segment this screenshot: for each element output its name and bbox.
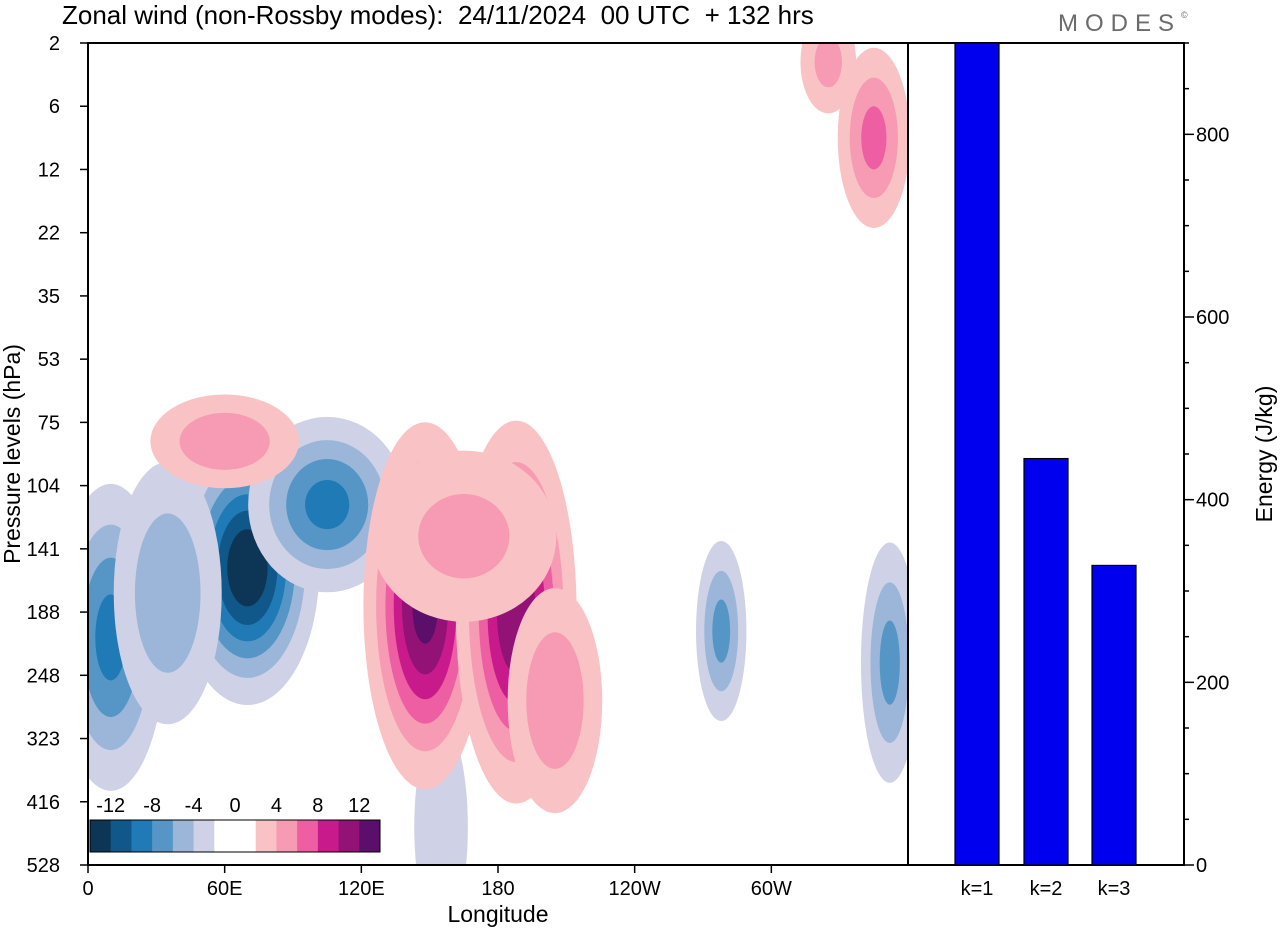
colorbar-label: 12 — [348, 795, 370, 817]
y-tick-label: 188 — [27, 602, 60, 624]
y-tick-label: 12 — [38, 159, 60, 181]
energy-bar — [954, 42, 1000, 866]
colorbar: -12 -8 -4 0 4 8 12 — [89, 795, 381, 853]
contour-band — [861, 106, 887, 170]
colorbar-frame — [89, 819, 381, 853]
colorbar-label: -8 — [143, 795, 161, 817]
colorbar-swatch — [131, 820, 153, 852]
y-tick-label: 104 — [27, 476, 60, 498]
y-tick-label: 53 — [38, 349, 60, 371]
y-tick-label: 248 — [27, 665, 60, 687]
bar-category-label: k=1 — [961, 878, 994, 900]
bar-y-tick-label: 800 — [1196, 124, 1229, 146]
y-tick-label: 323 — [27, 729, 60, 751]
colorbar-swatch — [297, 820, 319, 852]
energy-bar — [1023, 457, 1069, 866]
brand-mark: © — [1181, 10, 1188, 20]
zonal-wind-contour-field — [88, 43, 908, 865]
colorbar-swatch — [276, 820, 298, 852]
bar-category-label: k=2 — [1030, 878, 1063, 900]
colorbar-label: 0 — [229, 795, 240, 817]
colorbar-label: 8 — [312, 795, 323, 817]
bar-y-tick-label: 400 — [1196, 490, 1229, 512]
x-tick-label: 60W — [751, 878, 792, 900]
colorbar-swatch — [172, 820, 195, 852]
colorbar-swatch — [235, 820, 257, 852]
heatmap-axes: 0 60E 120E 180 120W 60W 2 6 12 22 35 53 75 104 141 188 2… — [27, 33, 792, 900]
x-tick-label: 120W — [609, 878, 661, 900]
y-tick-label: 22 — [38, 223, 60, 245]
colorbar-swatch — [359, 820, 381, 852]
brand-text: MODES — [1058, 10, 1182, 37]
colorbar-label: -12 — [96, 795, 125, 817]
y-tick-label: 141 — [27, 539, 60, 561]
x-axis-label: Longitude — [447, 901, 548, 927]
colorbar-swatch — [193, 820, 215, 852]
x-tick-label: 0 — [82, 878, 93, 900]
colorbar-swatch — [214, 820, 236, 852]
colorbar-swatch — [317, 820, 340, 852]
bar-y-tick-label: 0 — [1196, 855, 1207, 877]
contour-band — [526, 632, 584, 769]
colorbar-label: -4 — [185, 795, 203, 817]
contour-band — [879, 620, 900, 705]
colorbar-swatch — [110, 820, 132, 852]
wind-feature-9 — [507, 588, 603, 814]
energy-bar — [1091, 564, 1137, 866]
energy-bar-chart: k=1 k=2 k=3 0 200 400 600 800 — [907, 42, 1229, 900]
chart-title: Zonal wind (non-Rossby modes): 24/11/202… — [62, 0, 814, 30]
contour-band — [814, 43, 842, 88]
y-tick-label: 75 — [38, 412, 60, 434]
modes-logo: MODES© — [1058, 10, 1188, 38]
y-tick-label: 6 — [49, 96, 60, 118]
contour-band — [418, 494, 510, 579]
wind-feature-11 — [150, 394, 299, 489]
y-tick-label: 416 — [27, 792, 60, 814]
wind-feature-10 — [371, 450, 557, 622]
bar-y-axis-label: Energy (J/kg) — [1251, 386, 1277, 523]
x-tick-label: 60E — [207, 878, 243, 900]
bar-y-tick-label: 200 — [1196, 672, 1229, 694]
wind-feature-3 — [113, 461, 222, 725]
contour-band — [134, 513, 201, 673]
x-tick-label: 180 — [481, 878, 514, 900]
contour-band — [179, 412, 270, 470]
contour-band — [227, 529, 268, 607]
wind-feature-13 — [800, 43, 857, 114]
y-tick-label: 528 — [27, 855, 60, 877]
contour-band — [712, 599, 731, 663]
colorbar-swatch — [152, 820, 174, 852]
bar-y-tick-label: 600 — [1196, 307, 1229, 329]
wind-feature-12 — [837, 47, 908, 228]
colorbar-swatch — [338, 820, 360, 852]
y-axis-label: Pressure levels (hPa) — [0, 344, 25, 564]
x-tick-label: 120E — [338, 878, 385, 900]
y-tick-label: 35 — [38, 286, 60, 308]
colorbar-label: 4 — [271, 795, 282, 817]
colorbar-swatch — [90, 820, 112, 852]
contour-band — [305, 479, 350, 530]
y-tick-label: 2 — [49, 33, 60, 55]
bar-category-label: k=3 — [1098, 878, 1131, 900]
wind-feature-4 — [696, 540, 747, 722]
wind-feature-5 — [860, 542, 908, 783]
colorbar-swatch — [255, 820, 277, 852]
